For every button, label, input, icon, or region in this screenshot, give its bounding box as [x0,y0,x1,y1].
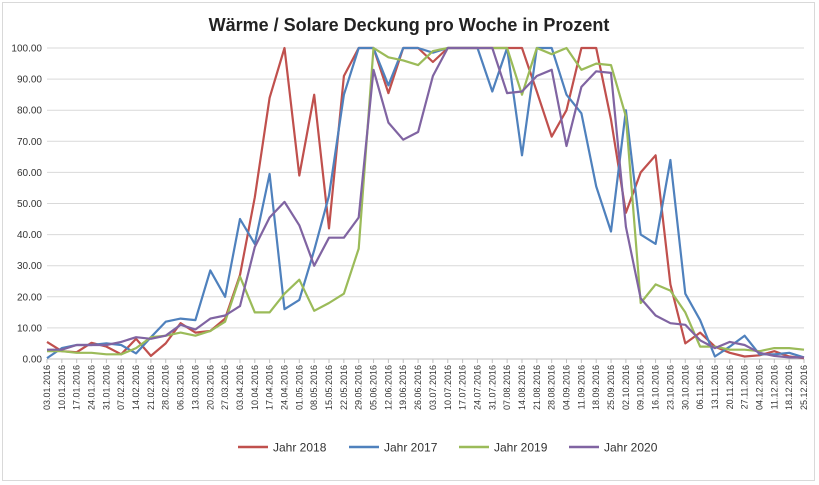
x-tick-label: 03.07.2016 [428,365,438,410]
x-tick-label: 27.03.2016 [220,365,230,410]
x-tick-label: 31.01.2016 [101,365,111,410]
y-tick-label: 80.00 [17,106,42,117]
x-tick-label: 18.09.2016 [591,365,601,410]
x-tick-label: 20.11.2016 [725,365,735,409]
legend-label-3: Jahr 2019 [494,441,548,455]
x-tick-label: 24.01.2016 [87,365,97,410]
x-tick-label: 10.01.2016 [57,365,67,410]
gridlines [47,47,804,360]
x-tick-label: 25.12.2016 [799,365,809,410]
y-tick-label: 90.00 [17,75,42,86]
x-tick-label: 06.03.2016 [176,365,186,410]
y-tick-label: 20.00 [17,292,42,303]
x-tick-label: 02.10.2016 [621,365,631,410]
x-tick-label: 18.12.2016 [784,365,794,410]
x-tick-label: 11.09.2016 [576,365,586,409]
x-tick-label: 21.08.2016 [532,365,542,410]
x-tick-label: 17.01.2016 [72,365,82,410]
x-tick-label: 24.07.2016 [472,365,482,410]
x-tick-label: 26.06.2016 [413,365,423,410]
x-axis: 03.01.2016 10.01.2016 17.01.2016 24.01.2016… [42,359,809,410]
legend-label-4: Jahr 2020 [604,441,658,455]
x-tick-label: 01.05.2016 [294,365,304,410]
y-axis: 0.00 10.00 20.00 30.00 40.00 50.00 60.00 70.00 8… [11,44,42,366]
x-tick-label: 25.09.2016 [606,365,616,410]
x-tick-label: 16.10.2016 [651,365,661,410]
x-tick-label: 07.02.2016 [116,365,126,410]
x-tick-label: 22.05.2016 [339,365,349,410]
x-tick-label: 29.05.2016 [354,365,364,410]
x-tick-label: 08.05.2016 [309,365,319,410]
y-tick-label: 60.00 [17,168,42,179]
x-tick-label: 05.06.2016 [369,365,379,410]
x-tick-label: 20.03.2016 [205,365,215,410]
chart-title: Wärme / Solare Deckung pro Woche in Proz… [209,15,610,35]
x-tick-label: 28.08.2016 [547,365,557,410]
x-tick-label: 13.03.2016 [190,365,200,410]
legend-label-2: Jahr 2017 [384,441,438,455]
x-tick-label: 17.04.2016 [265,365,275,410]
legend: Jahr 2018 Jahr 2017 Jahr 2019 Jahr 2020 [238,441,658,455]
series-line-2 [46,46,805,360]
series-line-3 [47,46,805,356]
x-tick-label: 04.09.2016 [562,365,572,410]
x-tick-label: 15.05.2016 [324,365,334,410]
x-tick-label: 21.02.2016 [146,365,156,410]
x-tick-label: 12.06.2016 [383,365,393,410]
x-tick-label: 23.10.2016 [665,365,675,410]
x-tick-label: 30.10.2016 [680,365,690,410]
y-tick-label: 0.00 [23,355,43,366]
series-lines [46,46,805,360]
x-tick-label: 03.01.2016 [42,365,52,410]
x-tick-label: 24.04.2016 [279,365,289,410]
x-tick-label: 10.04.2016 [250,365,260,410]
y-tick-label: 100.00 [11,44,42,55]
x-tick-label: 06.11.2016 [695,365,705,409]
x-tick-label: 17.07.2016 [458,365,468,410]
legend-label-1: Jahr 2018 [273,441,327,455]
x-tick-label: 28.02.2016 [161,365,171,410]
x-tick-label: 11.12.2016 [769,365,779,409]
x-tick-label: 09.10.2016 [636,365,646,410]
x-tick-label: 19.06.2016 [398,365,408,410]
chart-svg: Wärme / Solare Deckung pro Woche in Proz… [11,15,809,455]
x-tick-label: 10.07.2016 [443,365,453,410]
x-tick-label: 07.08.2016 [502,365,512,410]
y-tick-label: 70.00 [17,137,42,148]
y-tick-label: 10.00 [17,323,42,334]
x-tick-label: 04.12.2016 [754,365,764,410]
x-tick-label: 14.08.2016 [517,365,527,410]
series-line-4 [47,46,804,359]
x-tick-label: 03.04.2016 [235,365,245,410]
y-tick-label: 50.00 [17,199,42,210]
x-tick-label: 27.11.2016 [740,365,750,409]
x-tick-label: 31.07.2016 [487,365,497,410]
y-tick-label: 30.00 [17,261,42,272]
y-tick-label: 40.00 [17,230,42,241]
x-tick-label: 14.02.2016 [131,365,141,410]
x-tick-label: 13.11.2016 [710,365,720,409]
